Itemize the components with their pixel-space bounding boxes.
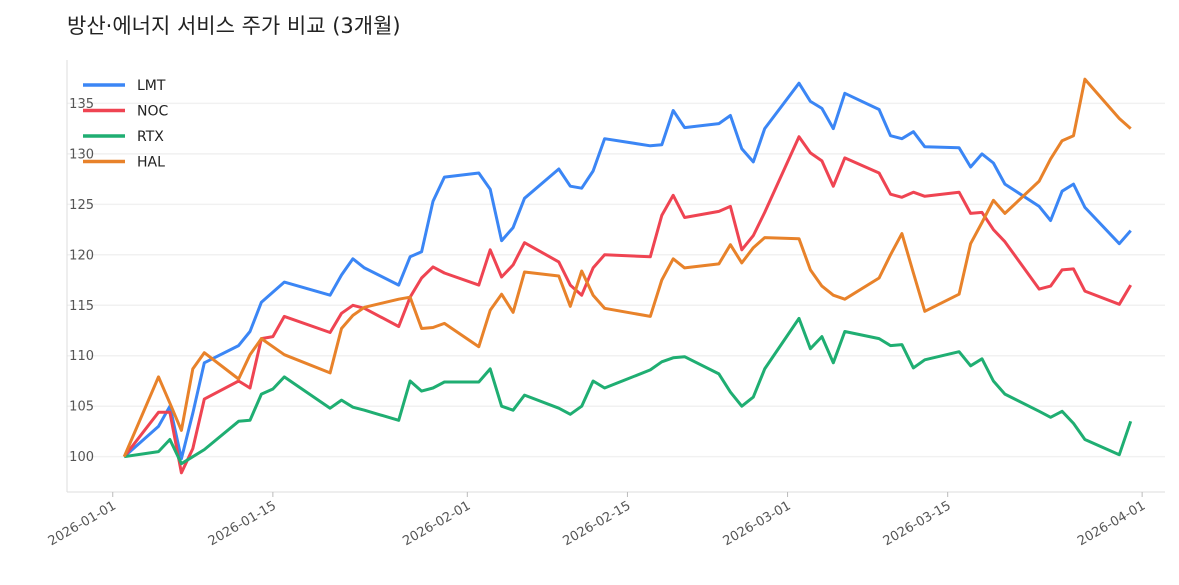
x-tick-label: 2026-02-15 [560,498,633,549]
y-tick-label: 110 [69,349,94,364]
y-tick-label: 100 [69,450,94,465]
legend-label: NOC [137,104,168,120]
y-tick-label: 105 [69,400,94,415]
y-tick-label: 130 [69,147,94,162]
series-line-hal [122,77,1132,458]
series-line-rtx [123,316,1133,466]
x-tick-label: 2026-02-01 [400,498,473,549]
x-tick-label: 2026-03-01 [721,498,794,549]
x-tick-label: 2026-01-15 [206,498,279,549]
legend-label: RTX [137,129,164,145]
legend-label: HAL [137,155,165,171]
y-tick-label: 135 [69,97,94,112]
y-tick-label: 115 [69,299,94,314]
chart-title: 방산·에너지 서비스 주가 비교 (3개월) [67,14,401,38]
y-tick-label: 120 [69,248,94,263]
legend: LMT NOC RTX HAL [83,78,168,171]
x-tick-label: 2026-01-01 [46,498,119,549]
legend-label: LMT [137,78,166,94]
x-tick-label: 2026-03-15 [881,498,954,549]
y-tick-label: 125 [69,198,94,213]
series-line-noc [123,135,1132,475]
series-line-lmt [123,81,1132,461]
x-tick-label: 2026-04-01 [1075,498,1148,549]
